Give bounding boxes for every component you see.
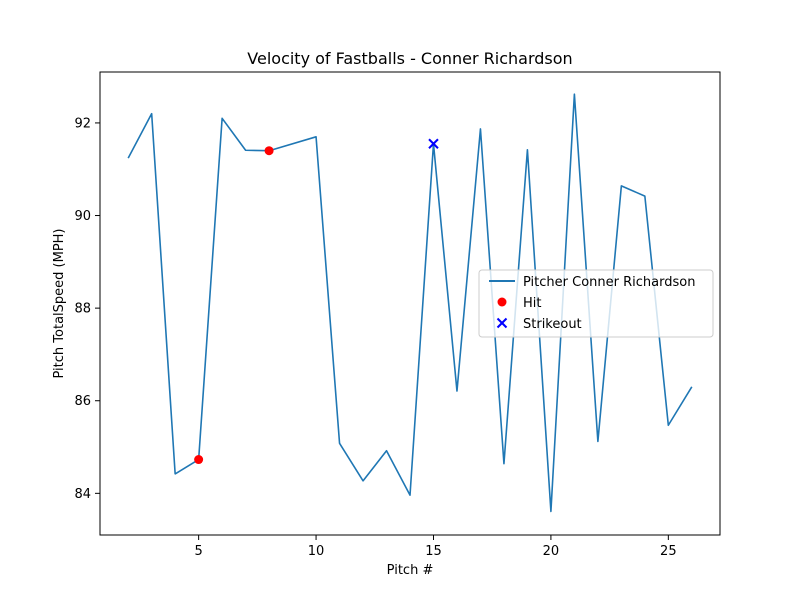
y-tick-label: 86 [74,394,91,409]
y-axis: 84 86 88 90 92 [74,116,100,502]
x-tick-label: 20 [543,544,560,559]
y-tick-label: 88 [74,302,91,317]
x-tick-label: 5 [194,544,202,559]
legend-label-hit: Hit [523,296,541,311]
x-tick-label: 15 [425,544,442,559]
y-tick-label: 90 [74,209,91,224]
y-tick-label: 84 [74,487,91,502]
hit-marker [264,146,274,156]
plot-frame [99,71,721,536]
legend-hit-swatch [497,297,507,307]
legend-label-strikeout: Strikeout [523,317,582,332]
series-line-pitcher [127,93,693,513]
y-axis-label: Pitch TotalSpeed (MPH) [52,228,67,378]
y-tick-label: 92 [74,116,91,131]
x-axis: 5 10 15 20 25 [194,535,677,559]
hit-marker [194,455,204,465]
legend-strikeout-swatch [496,317,508,329]
legend-box [478,269,714,338]
x-axis-label: Pitch # [387,563,434,578]
x-tick-label: 10 [308,544,325,559]
strikeout-marker [428,138,439,149]
legend-label-pitcher: Pitcher Conner Richardson [523,275,695,290]
legend: Pitcher Conner Richardson Hit Strikeout [478,269,714,338]
x-tick-label: 25 [660,544,677,559]
chart-title: Velocity of Fastballs - Conner Richardso… [247,49,572,68]
